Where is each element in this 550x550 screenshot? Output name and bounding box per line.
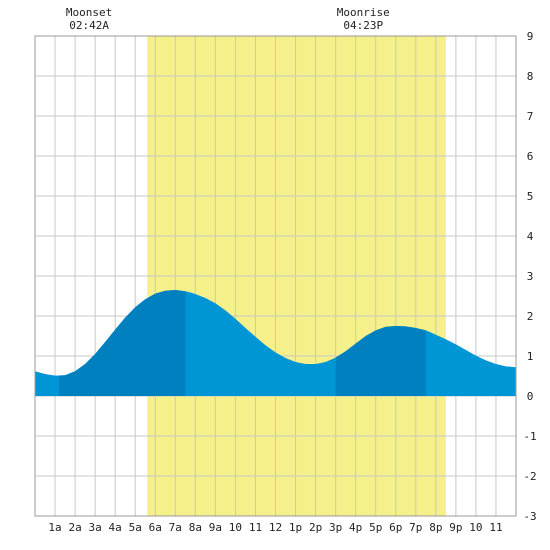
x-tick-label: 5p [369, 521, 382, 534]
tide-rising-segment [59, 290, 186, 396]
y-tick-label: 1 [527, 350, 534, 363]
y-tick-label: -1 [523, 430, 536, 443]
y-tick-label: 8 [527, 70, 534, 83]
moon-event-label: Moonset [66, 6, 112, 19]
x-tick-label: 5a [129, 521, 142, 534]
x-tick-label: 1a [48, 521, 61, 534]
x-tick-label: 6a [149, 521, 162, 534]
x-tick-label: 8p [429, 521, 442, 534]
x-tick-label: 3a [89, 521, 102, 534]
x-tick-label: 3p [329, 521, 342, 534]
y-tick-label: 5 [527, 190, 534, 203]
x-tick-label: 8a [189, 521, 202, 534]
x-tick-label: 1p [289, 521, 302, 534]
y-tick-label: -3 [523, 510, 536, 523]
x-tick-label: 4a [109, 521, 122, 534]
moon-event-label: Moonrise [337, 6, 390, 19]
x-tick-label: 11 [489, 521, 502, 534]
plot-frame [34, 35, 517, 517]
x-tick-label: 4p [349, 521, 362, 534]
tide-rising-segment [335, 326, 426, 396]
y-tick-label: 9 [527, 30, 534, 43]
x-tick-label: 9a [209, 521, 222, 534]
x-tick-label: 10 [469, 521, 482, 534]
y-tick-label: 0 [527, 390, 534, 403]
x-tick-label: 7a [169, 521, 182, 534]
x-tick-label: 7p [409, 521, 422, 534]
y-tick-labels: -3 -2 -1 0 1 2 3 4 5 6 7 8 9 [523, 30, 536, 523]
x-tick-label: 6p [389, 521, 402, 534]
y-tick-label: 7 [527, 110, 534, 123]
moon-event-time: 02:42A [69, 19, 109, 32]
moon-event-time: 04:23P [343, 19, 383, 32]
tide-area-layer [35, 290, 516, 396]
y-tick-label: 4 [527, 230, 534, 243]
y-tick-label: -2 [523, 470, 536, 483]
x-tick-label: 12 [269, 521, 282, 534]
x-tick-label: 2a [68, 521, 81, 534]
x-tick-labels: 1a 2a 3a 4a 5a 6a 7a 8a 9a 10 11 12 1p 2p 3p 4p 5p 6p 7p 8p… [48, 521, 502, 534]
y-tick-label: 3 [527, 270, 534, 283]
x-tick-label: 9p [449, 521, 462, 534]
x-tick-label: 2p [309, 521, 322, 534]
y-tick-label: 6 [527, 150, 534, 163]
x-tick-label: 10 [229, 521, 242, 534]
x-tick-label: 11 [249, 521, 262, 534]
y-tick-label: 2 [527, 310, 534, 323]
